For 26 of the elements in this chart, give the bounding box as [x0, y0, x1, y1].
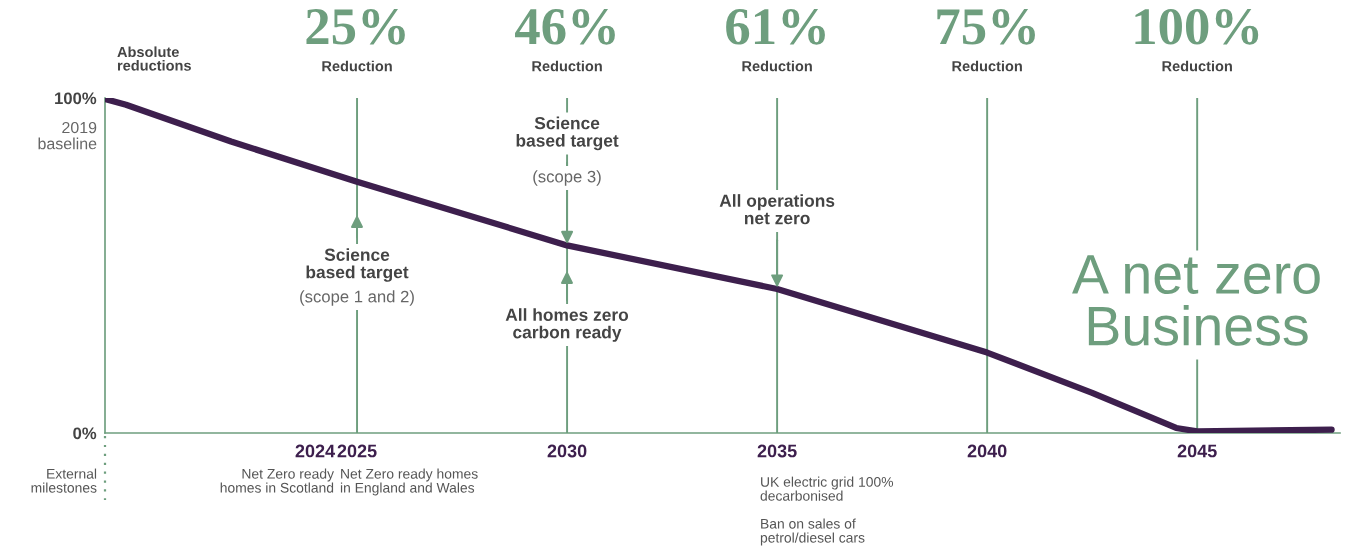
ref-line-label: 46% Reduction [515, 8, 615, 72]
x-tick-label: 2040 [967, 444, 1007, 458]
x-tick-label: 2024 [295, 444, 336, 458]
y-tick-label: 0% [73, 427, 97, 440]
text: 2019 baseline [38, 121, 97, 150]
ref-line-label: 75% Reduction [937, 8, 1035, 72]
x-tick-label: 2045 [1177, 444, 1217, 458]
annotation: Science based target [516, 116, 619, 151]
x-tick-label: 2030 [547, 444, 587, 458]
y-tick-label: 100% [55, 92, 97, 105]
ref-line-label: 100% Reduction [1135, 8, 1259, 72]
y-axis-title: Absolute reductions [117, 46, 191, 71]
text: UK electric grid 100% decarbonised Ban on sales of petrol/diesel cars [760, 476, 894, 546]
text: Net Zero ready homes in Scotland [220, 468, 334, 493]
annotation: (scope 1 and 2) [300, 290, 414, 306]
ref-line-label: 25% Reduction [306, 8, 405, 72]
x-tick-label: 2025 [337, 444, 377, 458]
text: Net Zero ready homes in England and Wales [340, 468, 478, 496]
text: External milestones [31, 468, 97, 493]
annotation: Science based target [306, 248, 409, 282]
annotation: All homes zero carbon ready [505, 308, 629, 342]
text: A net zero Business [1072, 255, 1320, 346]
annotation: All operations net zero [719, 194, 835, 225]
annotation: (scope 3) [533, 170, 601, 186]
x-tick-label: 2035 [757, 444, 797, 458]
ref-line-label: 61% Reduction [726, 8, 825, 72]
